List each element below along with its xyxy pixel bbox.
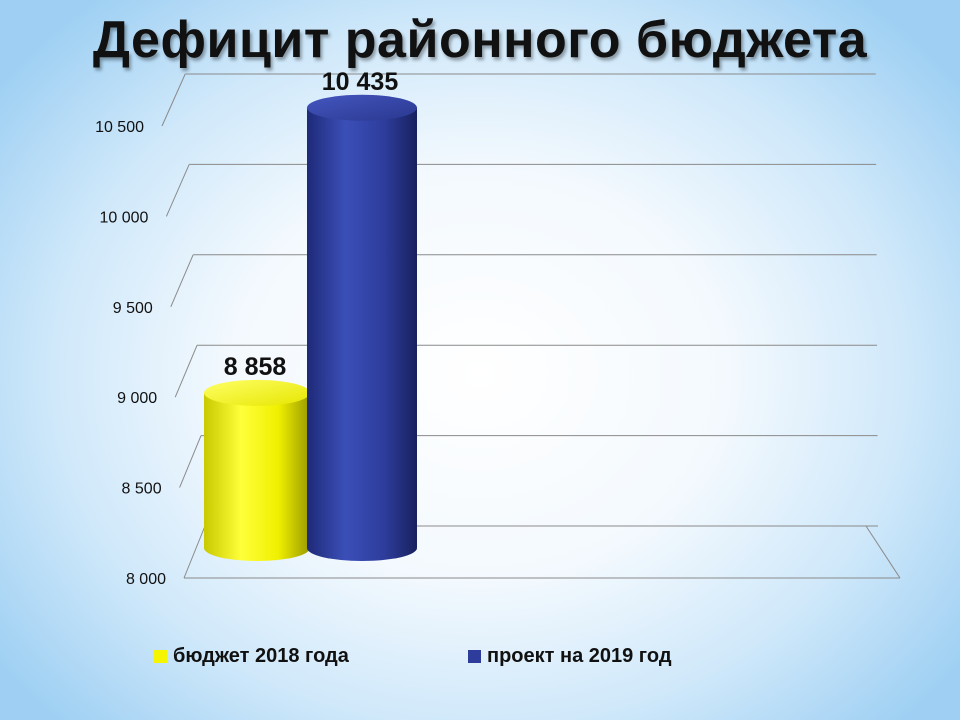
data-label: 8 858 <box>224 353 287 381</box>
bar-cylinder-top <box>307 94 417 121</box>
legend: бюджет 2018 года проект на 2019 год <box>0 645 960 675</box>
legend-label: бюджет 2018 года <box>173 645 349 667</box>
y-tick-label: 8 500 <box>122 481 162 498</box>
data-labels: 8 858 10 435 <box>224 68 399 381</box>
legend-item-2019: проект на 2019 год <box>468 645 672 668</box>
legend-swatch-blue <box>468 650 481 663</box>
y-tick-label: 9 500 <box>113 300 153 317</box>
floor-right-edge <box>865 525 901 579</box>
y-axis-ticks: 8 000 8 500 9 000 9 500 10 000 10 500 <box>95 119 166 588</box>
y-tick-label: 10 500 <box>95 119 144 136</box>
gridline-diagonal <box>170 254 194 307</box>
y-tick-label: 10 000 <box>99 209 148 226</box>
legend-swatch-yellow <box>154 650 167 663</box>
bar-cylinder-body <box>307 107 417 561</box>
bar-cylinder-top <box>204 379 310 406</box>
chart-title: Дефицит районного бюджета <box>92 11 868 69</box>
gridline-diagonal <box>165 164 190 217</box>
legend-item-2018: бюджет 2018 года <box>154 645 349 668</box>
legend-label: проект на 2019 год <box>487 645 672 667</box>
gridline-diagonal <box>183 525 206 579</box>
y-tick-label: 9 000 <box>117 390 157 407</box>
y-tick-label: 8 000 <box>126 571 166 588</box>
gridline-diagonal <box>161 73 186 127</box>
bar-cylinder-body <box>204 392 310 561</box>
data-label: 10 435 <box>322 68 399 96</box>
gridline-diagonal <box>174 345 198 398</box>
bars <box>204 94 417 561</box>
gridline-diagonal <box>179 435 202 488</box>
